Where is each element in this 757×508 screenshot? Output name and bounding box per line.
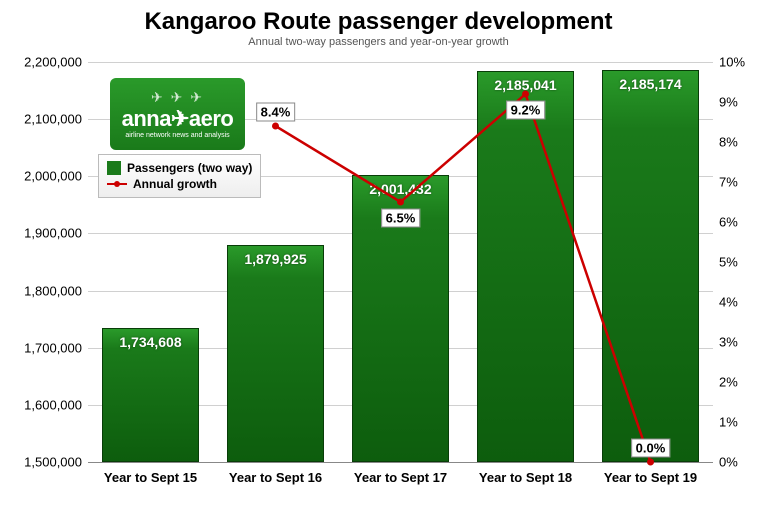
legend-label: Annual growth: [133, 177, 217, 191]
x-tick: Year to Sept 18: [479, 470, 572, 485]
y-right-tick: 1%: [719, 415, 738, 430]
y-left-tick: 1,600,000: [0, 397, 82, 412]
growth-value-label: 8.4%: [256, 103, 296, 122]
bar: [477, 71, 575, 462]
bar-value-label: 2,185,174: [619, 76, 681, 92]
y-right-tick: 5%: [719, 255, 738, 270]
y-right-tick: 8%: [719, 135, 738, 150]
growth-value-label: 0.0%: [631, 439, 671, 458]
gridline: [88, 62, 713, 63]
y-right-tick: 2%: [719, 375, 738, 390]
y-right-tick: 10%: [719, 55, 745, 70]
growth-value-label: 9.2%: [506, 101, 546, 120]
x-tick: Year to Sept 17: [354, 470, 447, 485]
legend-item-passengers: Passengers (two way): [107, 161, 252, 175]
anna-aero-logo: ✈ ✈ ✈ anna✈aero airline network news and…: [110, 78, 245, 150]
bar-value-label: 2,185,041: [494, 77, 556, 93]
chart-legend: Passengers (two way) Annual growth: [98, 154, 261, 198]
bar-value-label: 1,734,608: [119, 334, 181, 350]
growth-value-label: 6.5%: [381, 209, 421, 228]
logo-subtext: airline network news and analysis: [125, 132, 229, 139]
y-left-tick: 1,800,000: [0, 283, 82, 298]
bar-value-label: 2,001,432: [369, 181, 431, 197]
y-right-tick: 7%: [719, 175, 738, 190]
y-left-tick: 2,000,000: [0, 169, 82, 184]
y-left-tick: 1,900,000: [0, 226, 82, 241]
legend-swatch-line: [107, 183, 127, 185]
bar: [227, 245, 325, 462]
y-right-tick: 3%: [719, 335, 738, 350]
y-right-tick: 9%: [719, 95, 738, 110]
chart-container: Kangaroo Route passenger development Ann…: [0, 0, 757, 508]
x-tick: Year to Sept 15: [104, 470, 197, 485]
y-left-tick: 1,700,000: [0, 340, 82, 355]
y-left-tick: 1,500,000: [0, 455, 82, 470]
legend-item-growth: Annual growth: [107, 177, 252, 191]
x-tick: Year to Sept 19: [604, 470, 697, 485]
bar-value-label: 1,879,925: [244, 251, 306, 267]
chart-subtitle: Annual two-way passengers and year-on-ye…: [0, 36, 757, 48]
logo-plane-icons: ✈ ✈ ✈: [151, 89, 204, 106]
logo-text: anna✈aero: [122, 106, 234, 132]
x-axis-line: [88, 462, 713, 463]
y-right-tick: 4%: [719, 295, 738, 310]
chart-title: Kangaroo Route passenger development: [0, 0, 757, 36]
y-left-tick: 2,200,000: [0, 55, 82, 70]
y-right-tick: 0%: [719, 455, 738, 470]
legend-swatch-bar: [107, 161, 121, 175]
x-tick: Year to Sept 16: [229, 470, 322, 485]
y-right-tick: 6%: [719, 215, 738, 230]
y-left-tick: 2,100,000: [0, 112, 82, 127]
legend-label: Passengers (two way): [127, 161, 252, 175]
bar: [602, 70, 700, 462]
